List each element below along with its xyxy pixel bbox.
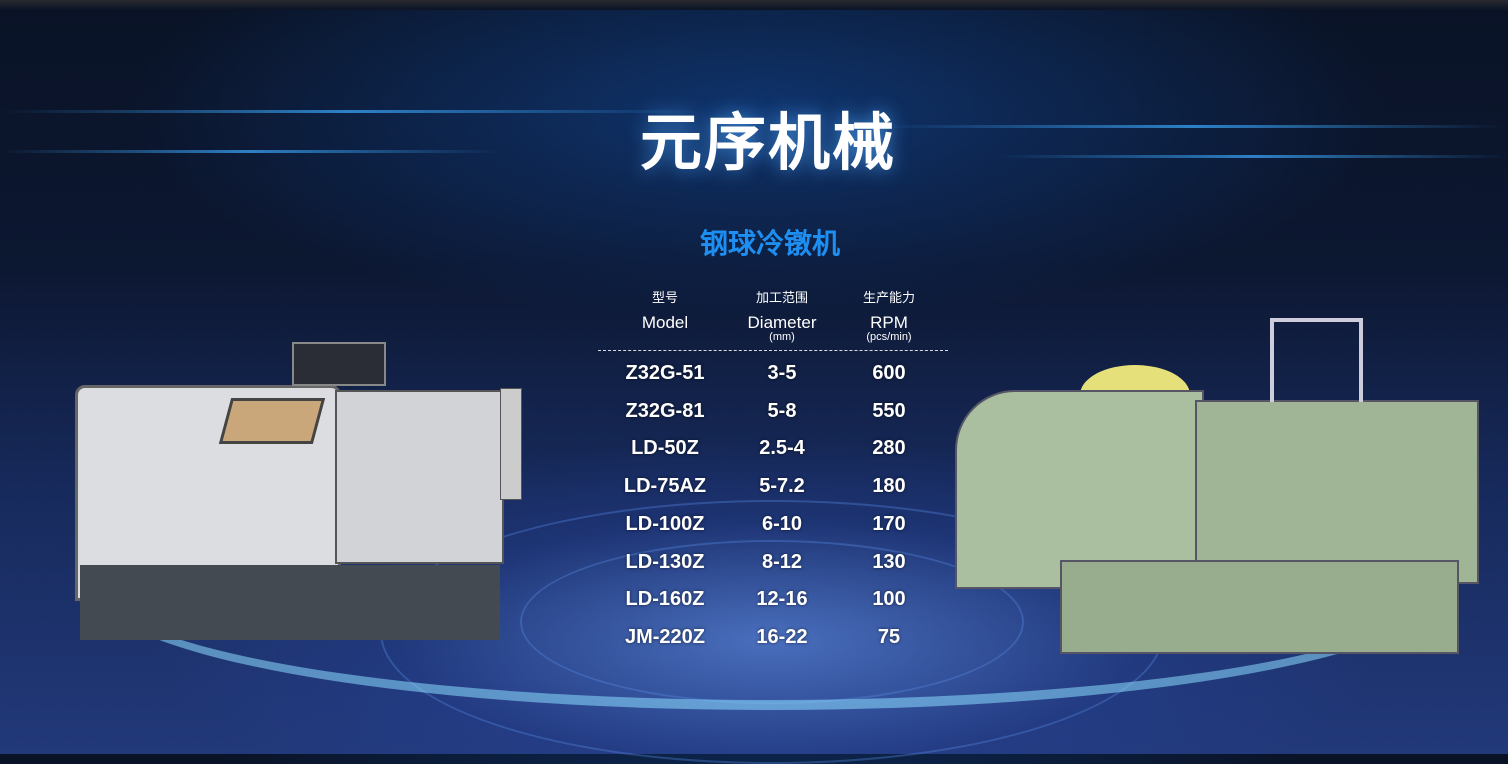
header-cn: 加工范围 <box>755 290 808 305</box>
header-en: Diameter <box>747 313 817 332</box>
header-diameter: 加工范围 Diameter (mm) <box>712 287 852 343</box>
model-cell: LD-75AZ <box>623 475 707 498</box>
light-streak <box>1000 155 1508 158</box>
header-unit: (mm) <box>769 331 795 343</box>
model-cell: LD-100Z <box>625 512 705 535</box>
diameter-cell: 2.5-4 <box>759 437 805 460</box>
diameter-cell: 8-12 <box>761 550 803 573</box>
light-streak <box>0 110 700 113</box>
diameter-cell: 5-8 <box>767 399 797 422</box>
rpm-cell: 180 <box>872 475 906 498</box>
header-en: RPM <box>870 313 908 332</box>
header-cn: 生产能力 <box>862 290 915 305</box>
header-unit: (pcs/min) <box>866 331 912 343</box>
model-cell: LD-50Z <box>631 437 699 460</box>
header-model: 型号 Model <box>595 287 735 333</box>
rpm-cell: 280 <box>872 437 906 460</box>
header-cn: 型号 <box>651 290 678 305</box>
rpm-cell: 75 <box>877 625 901 648</box>
header-en: Model <box>641 313 689 332</box>
diameter-cell: 16-22 <box>756 625 808 648</box>
rpm-cell: 130 <box>872 550 906 573</box>
diameter-cell: 6-10 <box>761 512 803 535</box>
top-bar <box>0 0 1508 10</box>
model-cell: Z32G-51 <box>625 362 705 384</box>
rpm-cell: 170 <box>872 512 906 535</box>
model-cell: LD-130Z <box>625 550 705 573</box>
model-cell: LD-160Z <box>625 588 705 611</box>
page-title: 元序机械 <box>639 109 896 178</box>
model-cell: Z32G-81 <box>625 399 705 422</box>
light-streak <box>880 125 1508 128</box>
header-divider <box>598 350 948 351</box>
header-rpm: 生产能力 RPM (pcs/min) <box>819 287 959 343</box>
light-streak <box>0 150 500 153</box>
product-category-title: 钢球冷镦机 <box>699 228 840 259</box>
rpm-cell: 550 <box>872 399 906 422</box>
diameter-cell: 5-7.2 <box>759 475 805 498</box>
rpm-cell: 600 <box>872 362 906 384</box>
rpm-cell: 100 <box>872 588 906 611</box>
model-cell: JM-220Z <box>624 625 706 648</box>
diameter-cell: 12-16 <box>756 588 808 611</box>
diameter-cell: 3-5 <box>767 362 797 384</box>
